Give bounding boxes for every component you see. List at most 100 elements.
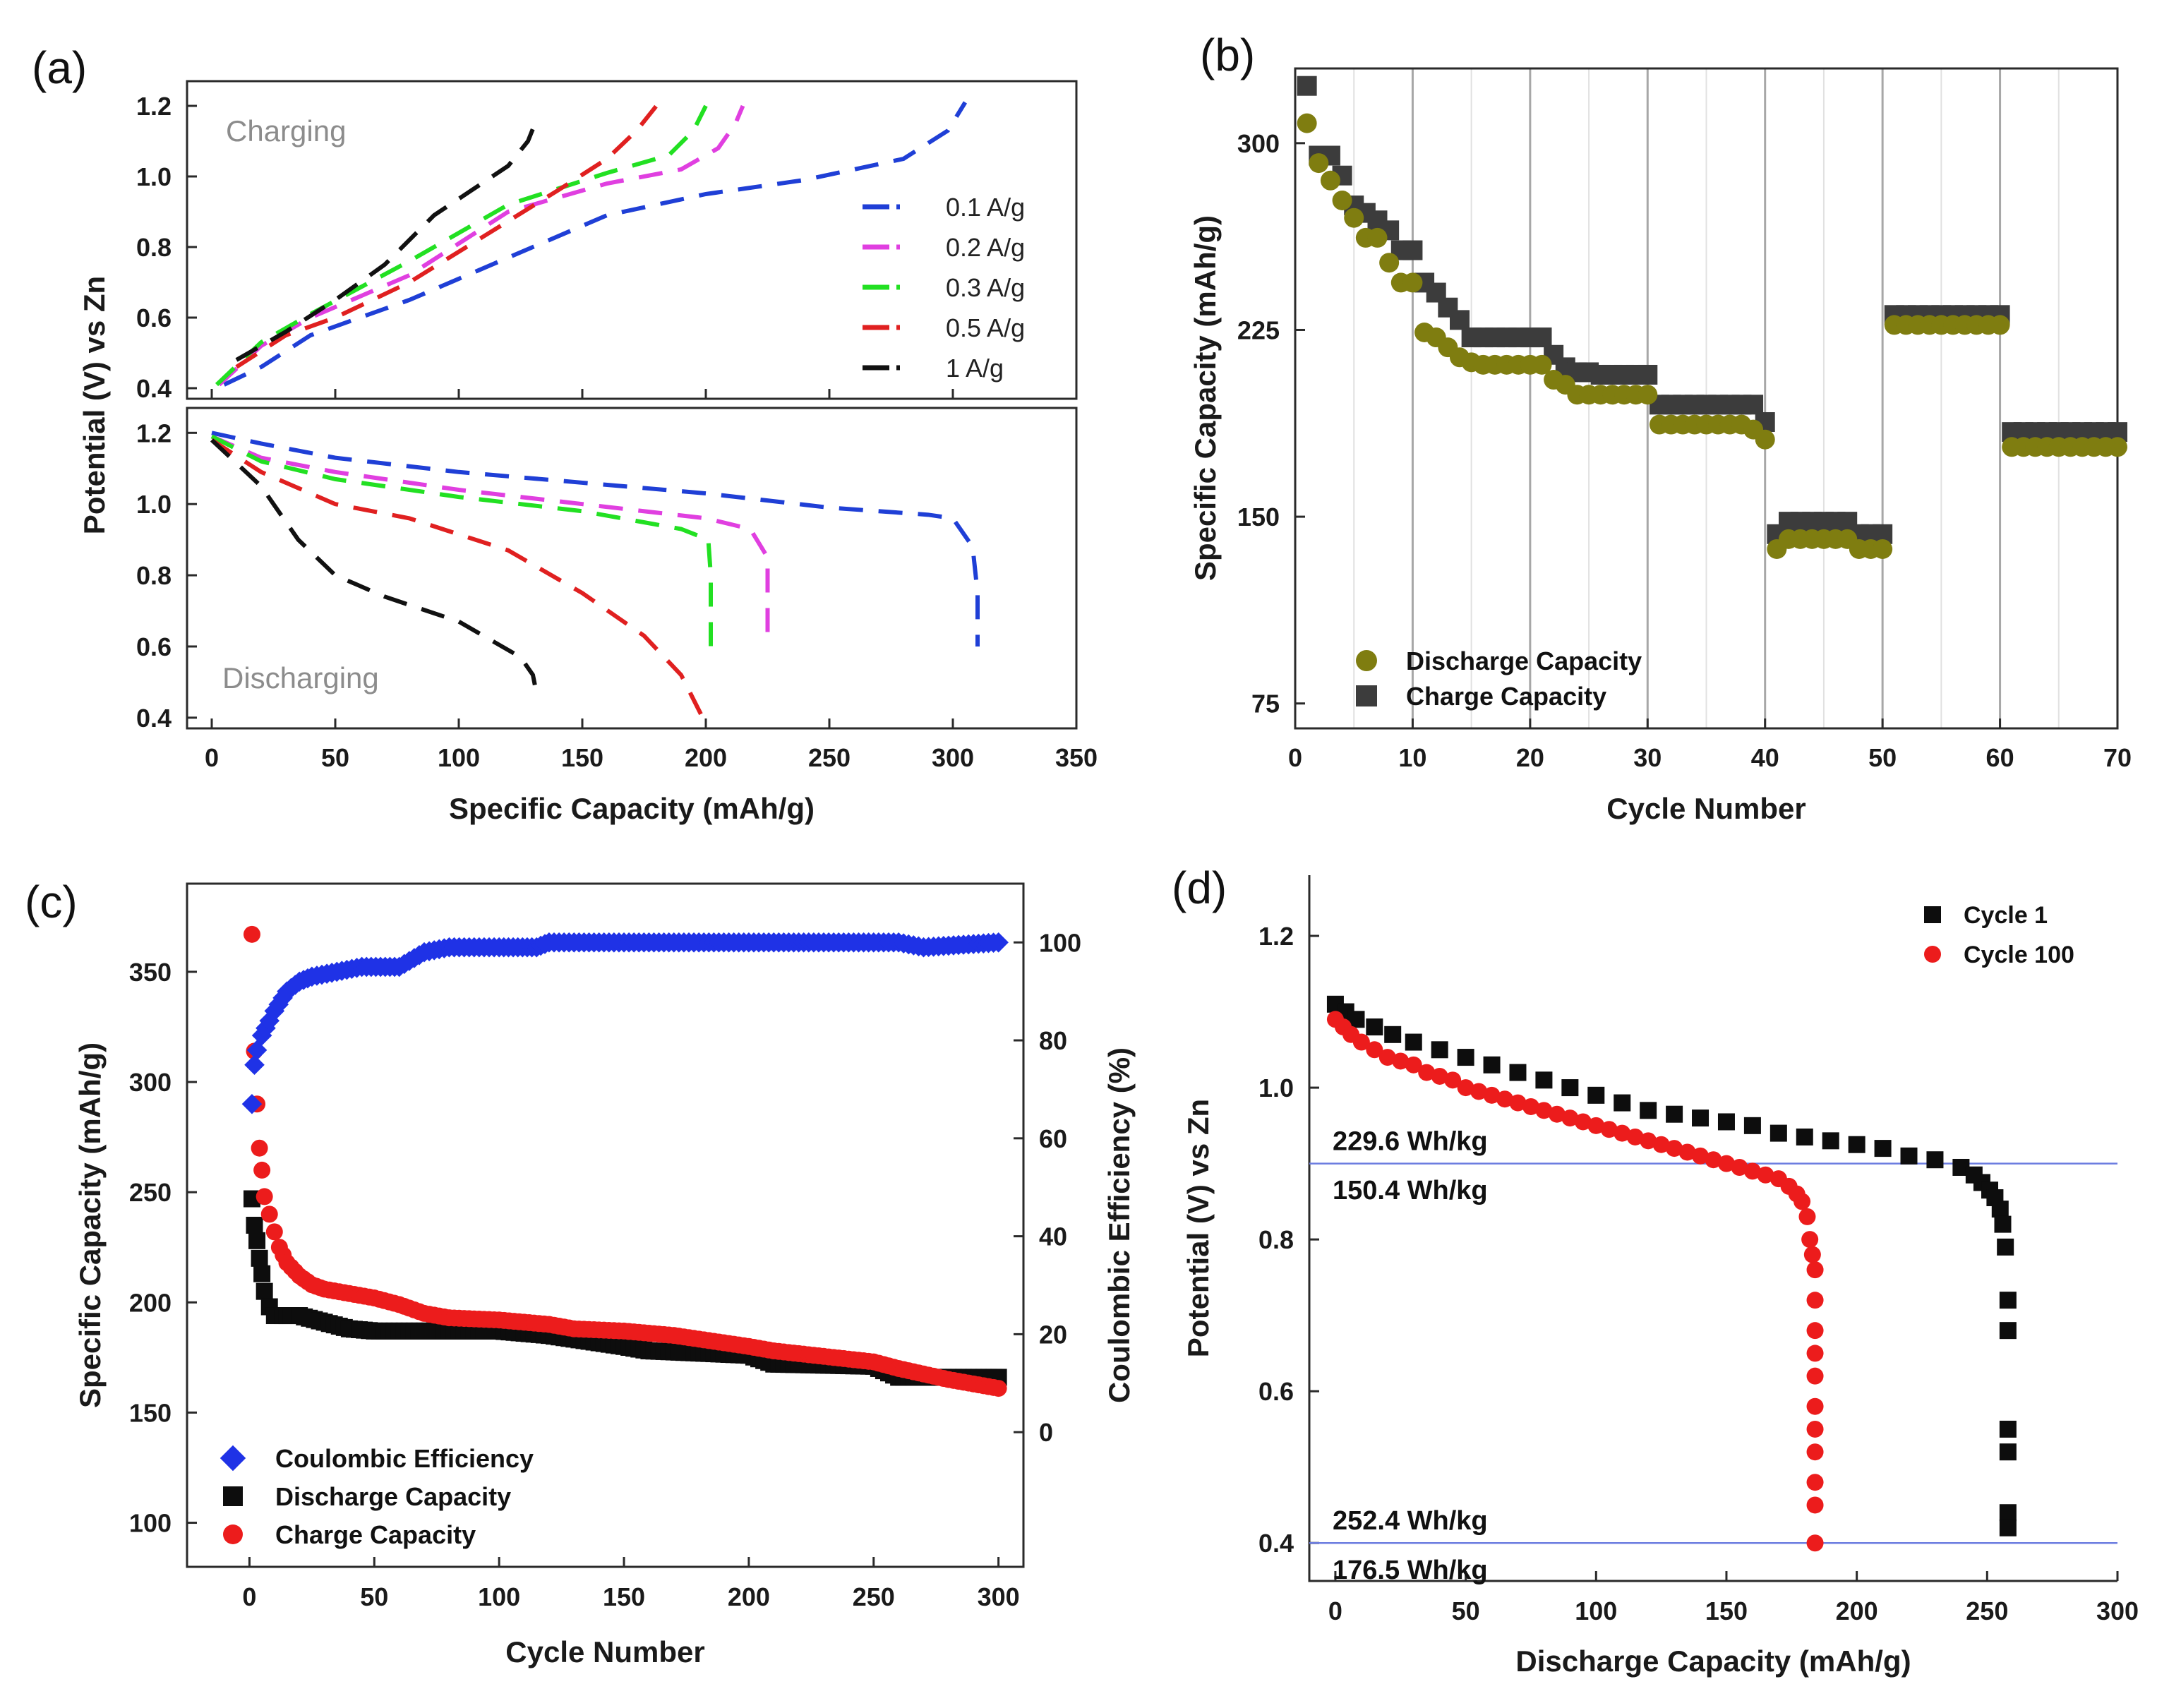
data-point-cycle-100 [1522, 1097, 1539, 1115]
y-axis-label: Specific Capacity (mAh/g) [1189, 215, 1222, 581]
x-tick-label: 50 [321, 743, 349, 772]
data-point-cycle-1 [1666, 1105, 1683, 1123]
panel-label-c: (c) [25, 877, 78, 927]
y-tick-label: 0.8 [1258, 1225, 1294, 1254]
data-point-cycle-100 [1757, 1166, 1774, 1184]
y-tick-label: 1.2 [1258, 922, 1294, 951]
data-point-cycle-100 [1806, 1292, 1824, 1309]
data-point-cycle-1 [1431, 1041, 1448, 1059]
x-tick-label: 200 [728, 1582, 770, 1611]
data-point-discharge-capacity [248, 1232, 266, 1249]
data-point-discharge-capacity [256, 1282, 273, 1300]
legend-label: Charge Capacity [1406, 682, 1606, 711]
data-point-cycle-1 [1999, 1504, 2017, 1522]
data-point-discharge-capacity [1344, 208, 1364, 228]
x-tick-label: 200 [1836, 1596, 1878, 1625]
x-tick-label: 100 [478, 1582, 520, 1611]
y-right-tick-label: 60 [1039, 1124, 1067, 1153]
y-tick-label: 0.8 [136, 233, 172, 262]
y-tick-label: 250 [129, 1178, 172, 1207]
data-point-cycle-100 [1640, 1132, 1657, 1150]
data-point-cycle-1 [1366, 1018, 1383, 1036]
data-point-cycle-1 [1991, 1201, 2009, 1218]
y-tick-label: 0.6 [136, 303, 172, 332]
series-line-charging-4 [235, 115, 540, 362]
data-point-cycle-100 [1405, 1056, 1422, 1073]
data-point-discharge-capacity [1309, 153, 1329, 174]
series-line-discharging-3 [210, 438, 703, 716]
data-point-cycle-1 [1743, 1117, 1761, 1134]
data-point-discharge-capacity [1332, 191, 1352, 210]
data-point-discharge-capacity [1532, 354, 1552, 375]
y-tick-label: 225 [1237, 315, 1280, 344]
y-tick-label: 1.0 [1258, 1073, 1294, 1102]
data-point-cycle-1 [1384, 1026, 1402, 1043]
x-tick-label: 0 [242, 1582, 256, 1611]
data-point-cycle-100 [1496, 1090, 1514, 1108]
data-point-discharge-capacity [1755, 429, 1775, 450]
y-right-tick-label: 40 [1039, 1222, 1067, 1251]
data-point-cycle-100 [1678, 1143, 1696, 1161]
subplot-frame-charging [186, 80, 1078, 400]
data-point-cycle-1 [1999, 1292, 2017, 1309]
data-point-cycle-100 [1705, 1151, 1722, 1169]
legend-marker [223, 1524, 243, 1544]
data-point-cycle-100 [1378, 1049, 1396, 1066]
chart-panel-a: 0.4 0.6 0.8 1.0 1.2 Charging 0.4 0.6 0.8 1.0 1.2 Di… [78, 80, 1098, 825]
y-tick-label: 150 [1237, 503, 1280, 531]
x-tick-label: 40 [1751, 743, 1779, 772]
data-point-cycle-100 [1470, 1083, 1488, 1100]
data-point-discharge-capacity [1990, 315, 2010, 335]
data-point-cycle-1 [1692, 1109, 1710, 1127]
data-point-coulombic-efficiency [246, 1040, 268, 1061]
legend-label: Cycle 100 [1964, 942, 2074, 968]
x-tick-label: 300 [2096, 1596, 2139, 1625]
x-tick-label: 50 [360, 1582, 388, 1611]
data-point-cycle-1 [1587, 1086, 1605, 1104]
data-point-cycle-1 [1457, 1049, 1474, 1066]
x-tick-label: 50 [1452, 1596, 1480, 1625]
y-tick-label: 1.0 [136, 162, 172, 191]
data-point-cycle-1 [1796, 1128, 1813, 1145]
y-axis-label: Potential (V) vs Zn [78, 276, 111, 534]
legend-label: 0.5 A/g [946, 313, 1025, 342]
y-tick-label: 1.2 [136, 419, 172, 447]
data-point-charge-capacity [1450, 310, 1470, 330]
data-point-discharge-capacity [1402, 272, 1423, 293]
x-tick-label: 20 [1516, 743, 1544, 772]
data-point-cycle-1 [1640, 1102, 1657, 1119]
data-point-cycle-100 [1692, 1147, 1710, 1165]
x-tick-label: 250 [808, 743, 851, 772]
y-tick-label: 0.6 [136, 632, 172, 661]
x-tick-label: 0 [1328, 1596, 1342, 1625]
data-point-discharge-capacity [1320, 170, 1340, 191]
data-point-charge-capacity [1743, 395, 1764, 415]
legend-label: 0.3 A/g [946, 273, 1025, 302]
data-point-charge-capacity [265, 1223, 283, 1241]
data-point-charge-capacity [1297, 76, 1317, 96]
data-point-cycle-100 [1392, 1052, 1410, 1070]
data-point-cycle-100 [1717, 1155, 1735, 1172]
x-tick-label: 250 [1966, 1596, 2008, 1625]
y-tick-label: 150 [129, 1398, 172, 1427]
data-point-discharge-capacity [1873, 539, 1893, 559]
data-point-cycle-100 [1806, 1345, 1824, 1362]
data-point-cycle-100 [1418, 1064, 1436, 1081]
x-tick-label: 100 [1575, 1596, 1617, 1625]
data-point-cycle-1 [1999, 1519, 2017, 1536]
axis-lines [1308, 875, 2117, 1582]
data-point-cycle-100 [1509, 1094, 1527, 1112]
x-tick-label: 100 [438, 743, 480, 772]
data-point-cycle-1 [1509, 1064, 1527, 1081]
chart-panel-c: 100 150 200 250 300 350 0 20 40 60 80 100 0 50 100 150 2… [73, 882, 1136, 1668]
legend-label: 0.1 A/g [946, 193, 1025, 222]
data-point-cycle-100 [1806, 1420, 1824, 1438]
legend-label: Discharge Capacity [1406, 646, 1642, 675]
data-point-cycle-1 [1770, 1124, 1787, 1142]
plot-frame [1294, 67, 2119, 730]
legend-marker [1356, 685, 1377, 706]
y-right-tick-label: 0 [1039, 1418, 1053, 1447]
data-point-cycle-100 [1561, 1109, 1579, 1127]
data-point-cycle-1 [1900, 1147, 1918, 1165]
